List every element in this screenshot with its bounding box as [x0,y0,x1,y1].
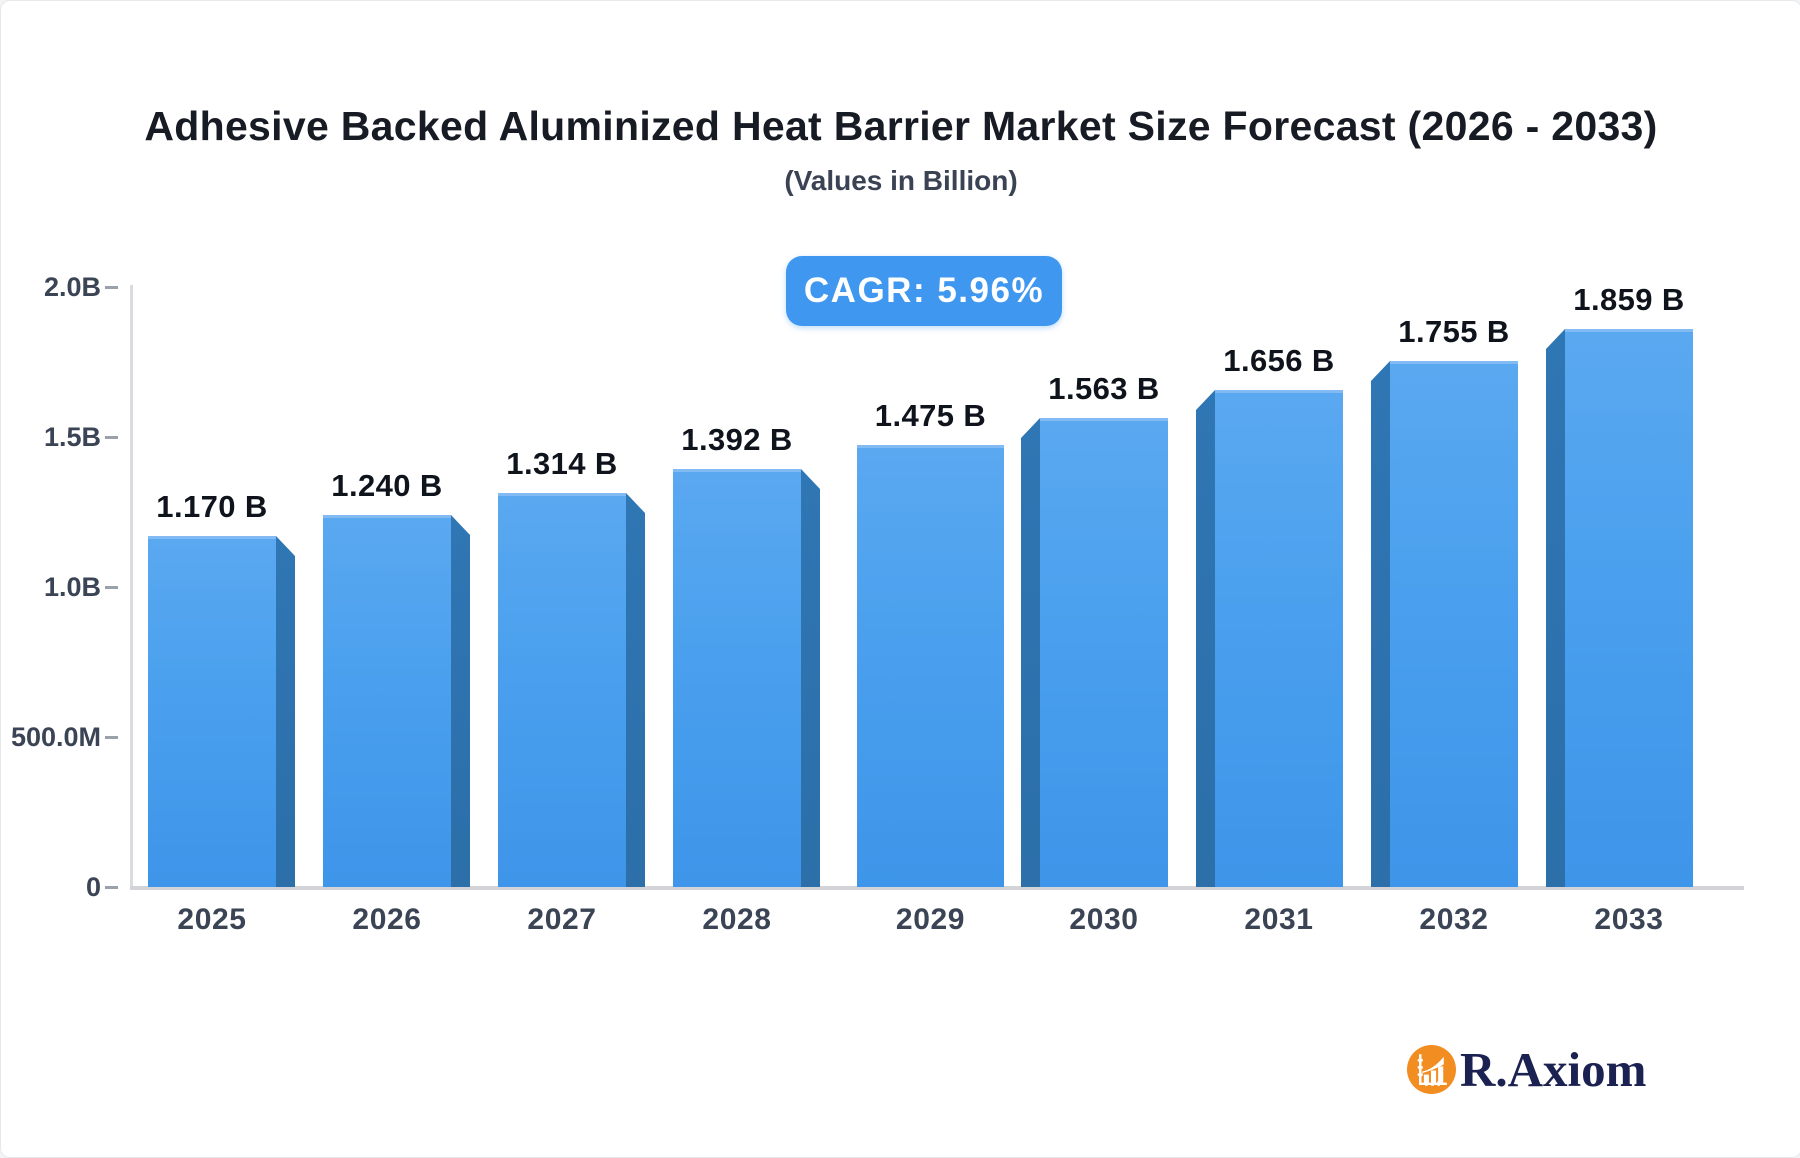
bar-chart-growth-icon [1407,1044,1456,1094]
y-tick-mark [105,286,118,289]
x-tick-label: 2027 [527,903,597,936]
bar-2032[interactable] [1390,361,1518,887]
y-tick-mark [105,736,118,739]
chart-subtitle: (Values in Billion) [784,165,1018,196]
bar-2026[interactable] [323,515,451,887]
bar-value-label: 1.170 B [156,489,268,524]
cagr-badge: CAGR: 5.96% [786,256,1062,326]
y-tick-label: 1.5B [43,422,101,452]
bar-2030[interactable] [1040,418,1168,887]
y-tick-label: 1.0B [43,572,101,602]
x-axis-line [130,886,1744,890]
bar-value-label: 1.656 B [1223,343,1335,378]
x-tick-label: 2028 [702,903,772,936]
bar-2032-side-face [1371,361,1390,887]
bar-2027[interactable] [498,493,626,887]
bar-2031-side-face [1196,390,1215,887]
x-tick-label: 2026 [352,903,422,936]
bar-2028[interactable] [673,469,801,887]
brand-watermark: R.Axiom [1407,1039,1646,1099]
bar-2031[interactable] [1215,390,1343,887]
y-tick-mark [105,886,118,889]
bar-2025-side-face [276,536,295,887]
bar-value-label: 1.563 B [1048,371,1160,406]
bar-2027-side-face [626,493,645,887]
bar-2033-side-face [1546,329,1565,887]
x-tick-label: 2031 [1244,903,1314,936]
x-tick-label: 2032 [1419,903,1489,936]
y-tick-mark [105,586,118,589]
bar-value-label: 1.475 B [874,398,987,433]
brand-name: R.Axiom [1460,1041,1647,1097]
x-tick-label: 2029 [895,903,966,936]
bar-value-label: 1.859 B [1573,282,1685,317]
y-tick-label: 2.0B [43,272,101,302]
y-tick-label: 0 [85,872,101,902]
bar-value-label: 1.240 B [331,468,443,503]
cagr-badge-label: CAGR: 5.96% [803,271,1045,310]
bar-2033[interactable] [1565,329,1693,887]
chart-title: Adhesive Backed Aluminized Heat Barrier … [144,103,1658,149]
bar-2030-side-face [1021,418,1040,887]
y-tick-mark [105,436,118,439]
y-tick-label: 500.0M [10,722,101,752]
x-tick-label: 2025 [177,903,247,936]
y-axis-line [130,285,133,887]
bar-2028-side-face [801,469,820,887]
bar-2025[interactable] [148,536,276,887]
bar-value-label: 1.392 B [681,422,793,457]
bar-2026-side-face [451,515,470,887]
bar-value-label: 1.314 B [506,446,618,481]
bar-2029[interactable] [857,445,1004,887]
x-tick-label: 2033 [1594,903,1664,936]
bar-value-label: 1.755 B [1398,314,1510,349]
x-tick-label: 2030 [1069,903,1139,936]
